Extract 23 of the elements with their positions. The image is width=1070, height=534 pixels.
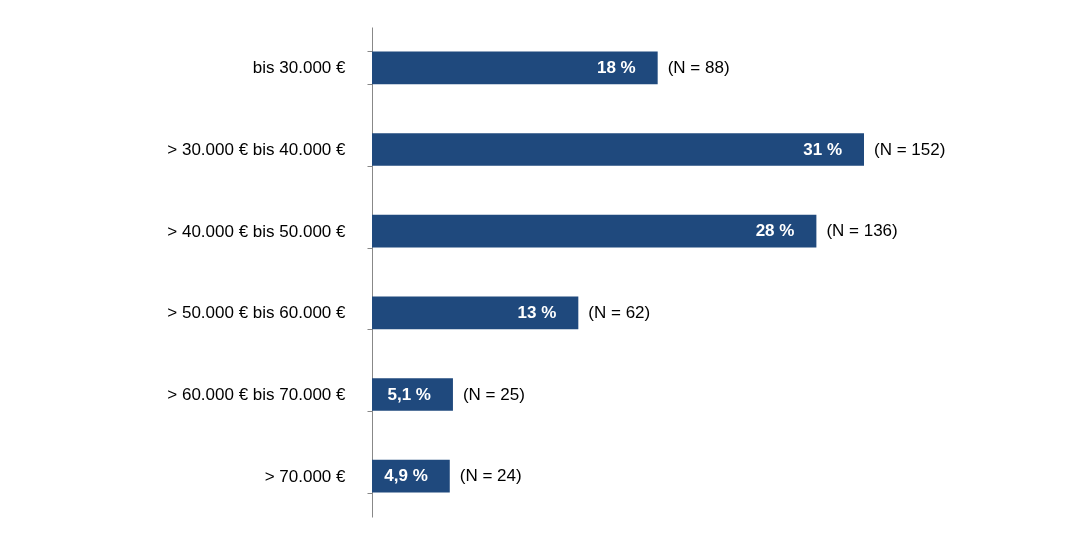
bar: [372, 378, 453, 411]
bar: [372, 51, 658, 85]
y-tick-label: > 40.000 € bis 50.000 €: [167, 221, 347, 241]
y-tick-label: > 70.000 €: [264, 466, 347, 486]
data-label: 31 %: [803, 139, 842, 159]
data-label: 5,1 %: [387, 384, 431, 404]
y-tick-label: > 50.000 € bis 60.000 €: [167, 303, 347, 323]
annotation: (N = 24): [459, 466, 522, 486]
data-label: 4,9 %: [384, 466, 428, 486]
y-tick-label: bis 30.000 €: [252, 58, 347, 78]
bar: [372, 296, 579, 330]
data-label: 18 %: [596, 57, 636, 77]
annotation: (N = 25): [462, 384, 525, 404]
annotation: (N = 88): [667, 57, 730, 77]
annotation: (N = 152): [874, 139, 946, 159]
y-tick-label: > 30.000 € bis 40.000 €: [167, 140, 347, 159]
annotation: (N = 62): [588, 302, 651, 322]
data-label: 13 %: [517, 302, 557, 322]
bar: [372, 133, 864, 166]
data-label: 28 %: [755, 221, 795, 241]
annotation: (N = 136): [826, 221, 898, 241]
bar: [372, 214, 817, 248]
y-tick-label: > 60.000 € bis 70.000 €: [167, 385, 347, 404]
